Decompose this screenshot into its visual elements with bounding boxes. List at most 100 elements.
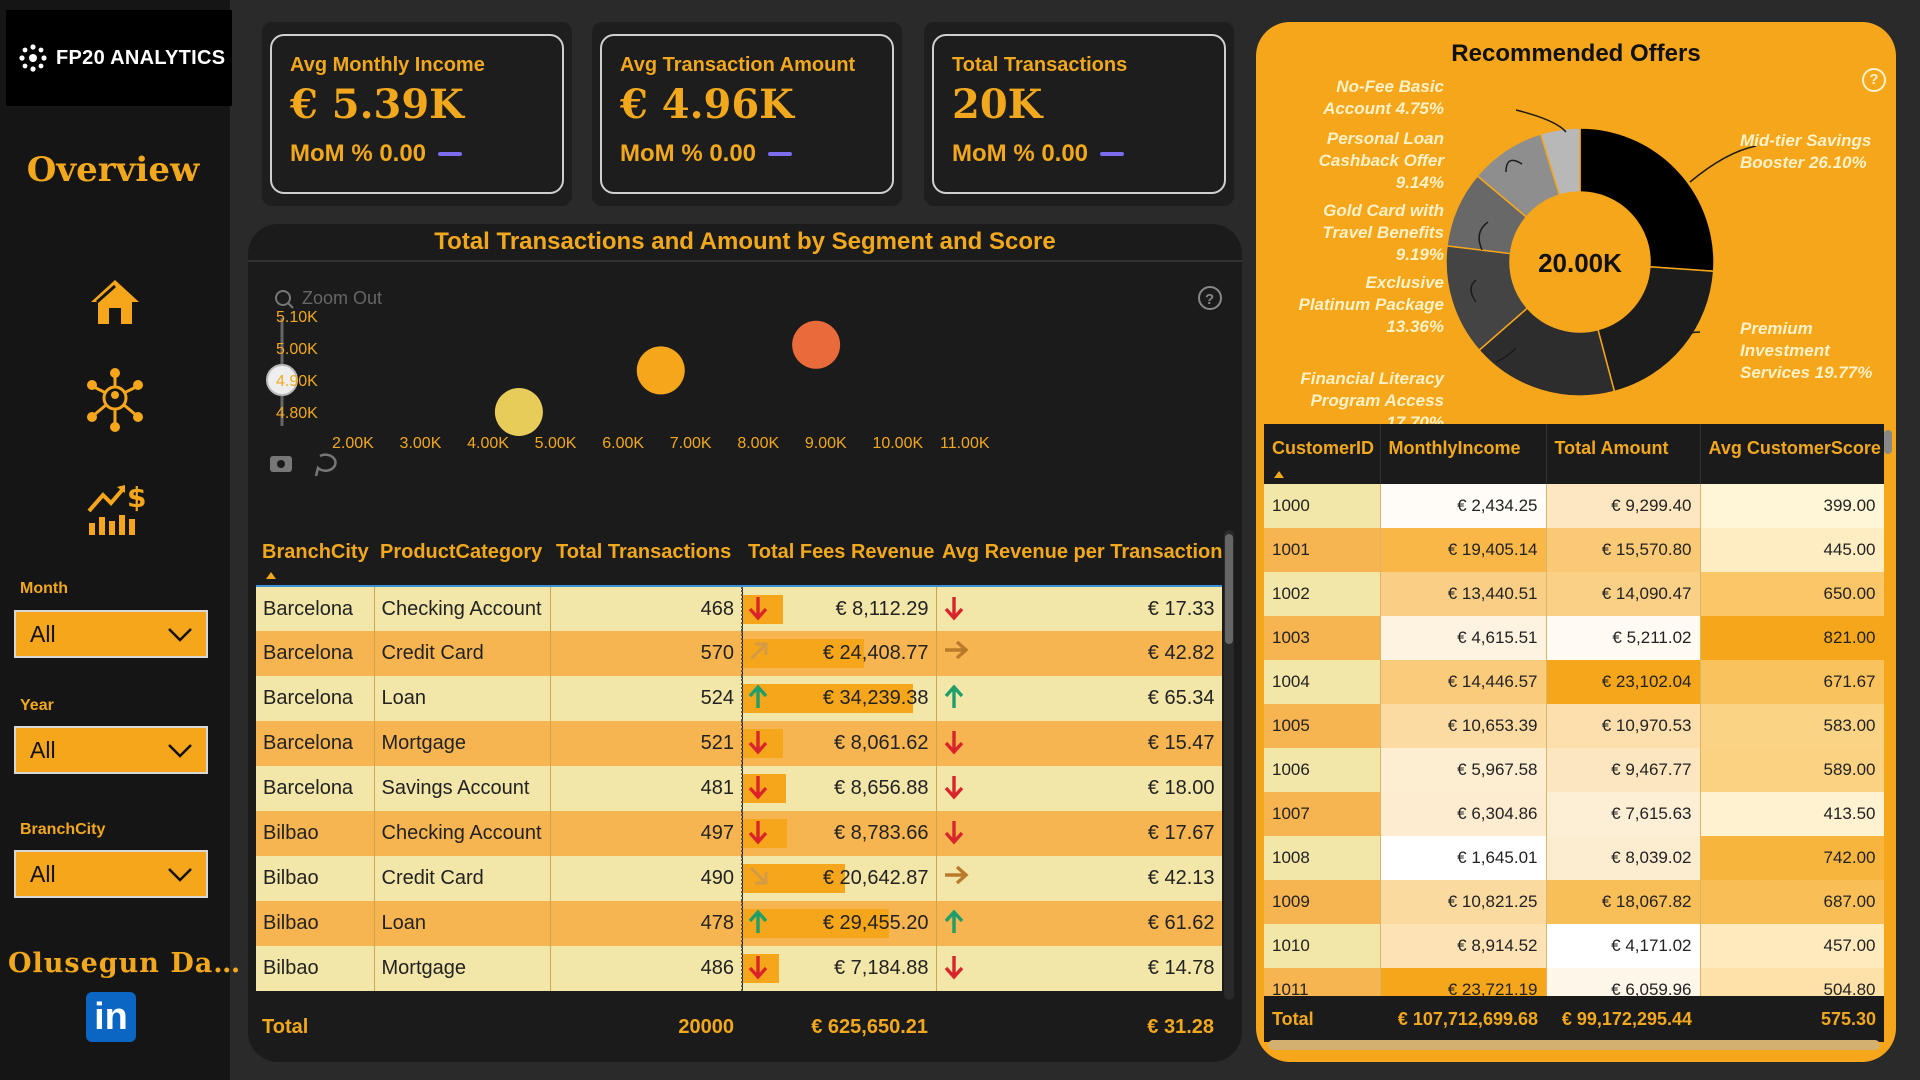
help-icon[interactable]: ?: [1862, 68, 1886, 92]
scatter-chart[interactable]: Zoom Out 5.10K 5.00K 4.90K 4.80K 2.00K 3.00K…: [258, 276, 1232, 506]
cell-total-fees: € 20,642.87: [741, 856, 937, 901]
donut-slice[interactable]: [1539, 127, 1581, 197]
table-row[interactable]: 1003 € 4,615.51 € 5,211.02 821.00: [1264, 616, 1884, 660]
divider: [248, 260, 1242, 262]
zoom-slider-handle[interactable]: [266, 364, 298, 396]
scrollbar-thumb[interactable]: [1225, 534, 1233, 644]
cell-total-amount: € 10,970.53: [1546, 704, 1701, 748]
column-header-total-transactions[interactable]: Total Transactions: [550, 530, 742, 587]
table-row[interactable]: Barcelona Savings Account 481 € 8,656.88 € 1…: [256, 766, 1222, 811]
table-row[interactable]: 1001 € 19,405.14 € 15,570.80 445.00: [1264, 528, 1884, 572]
offer-label-gold: Gold Card with Travel Benefits 9.19%: [1322, 201, 1444, 264]
nav-network[interactable]: [75, 360, 155, 440]
cell-monthlyincome: € 14,446.57: [1380, 660, 1547, 704]
table-row[interactable]: Bilbao Checking Account 497 € 8,783.66 € 17.…: [256, 811, 1222, 856]
cell-monthlyincome: € 2,434.25: [1380, 484, 1547, 528]
cell-total-transactions: 478: [550, 901, 743, 946]
table-row[interactable]: 1005 € 10,653.39 € 10,970.53 583.00: [1264, 704, 1884, 748]
cell-productcategory: Credit Card: [374, 856, 551, 901]
table-scrollbar[interactable]: [1224, 530, 1234, 1000]
trend-flat-icon: [768, 152, 793, 156]
column-header-avg-revenue[interactable]: Avg Revenue per Transaction: [936, 530, 1222, 587]
table-row[interactable]: 1007 € 6,304.86 € 7,615.63 413.50: [1264, 792, 1884, 836]
cell-productcategory: Checking Account: [374, 586, 551, 631]
nav-finance[interactable]: $: [75, 466, 155, 546]
zoom-out-label[interactable]: Zoom Out: [302, 288, 382, 308]
table-row[interactable]: 1009 € 10,821.25 € 18,067.82 687.00: [1264, 880, 1884, 924]
x-tick-label: 10.00K: [872, 435, 923, 452]
cell-productcategory: Loan: [374, 901, 551, 946]
column-header-monthlyincome[interactable]: MonthlyIncome: [1380, 424, 1547, 484]
cell-total-amount: € 4,171.02: [1546, 924, 1701, 968]
table-row[interactable]: Bilbao Mortgage 486 € 7,184.88 € 14.78: [256, 946, 1222, 991]
cell-avg-customerscore: 687.00: [1700, 880, 1884, 924]
cell-branchcity: Barcelona: [256, 766, 375, 811]
x-tick-label: 7.00K: [670, 435, 712, 452]
customer-table-hscrollbar[interactable]: [1268, 1040, 1880, 1050]
sort-asc-icon: [1274, 471, 1284, 478]
table-row[interactable]: 1010 € 8,914.52 € 4,171.02 457.00: [1264, 924, 1884, 968]
cell-customerid: 1007: [1264, 792, 1381, 836]
cell-avg-revenue: € 17.67: [936, 811, 1222, 856]
table-row[interactable]: Bilbao Loan 478 € 29,455.20 € 61.62: [256, 901, 1222, 946]
table-row[interactable]: Barcelona Checking Account 468 € 8,112.29 € …: [256, 586, 1222, 631]
column-header-customerid[interactable]: CustomerID: [1264, 424, 1381, 484]
kpi-value: 20K: [952, 81, 1043, 128]
help-icon[interactable]: [1198, 286, 1222, 310]
cell-total-fees: € 29,455.20: [741, 901, 937, 946]
column-header-total-amount[interactable]: Total Amount: [1546, 424, 1701, 484]
column-header-productcategory[interactable]: ProductCategory: [374, 530, 550, 587]
lasso-icon[interactable]: [314, 453, 337, 477]
customer-table-scrollbar[interactable]: [1884, 426, 1892, 1026]
total-avg: € 31.28: [1147, 1015, 1214, 1038]
zoom-out-icon-handle: [287, 302, 294, 309]
cell-total-transactions: 481: [550, 766, 743, 811]
cell-customerid: 1010: [1264, 924, 1381, 968]
column-header-total-fees[interactable]: Total Fees Revenue: [742, 530, 936, 587]
year-dropdown[interactable]: All: [14, 726, 208, 774]
cell-branchcity: Bilbao: [256, 811, 375, 856]
trend-flat-icon: [1100, 152, 1125, 156]
cell-monthlyincome: € 1,645.01: [1380, 836, 1547, 880]
kpi-title: Total Transactions: [952, 54, 1128, 76]
screenshot-icon[interactable]: [270, 456, 292, 472]
cell-branchcity: Barcelona: [256, 721, 375, 766]
cell-branchcity: Bilbao: [256, 946, 375, 991]
column-header-branchcity[interactable]: BranchCity: [256, 530, 374, 587]
scatter-point[interactable]: [494, 388, 543, 436]
table-row[interactable]: Barcelona Mortgage 521 € 8,061.62 € 15.47: [256, 721, 1222, 766]
scrollbar-thumb[interactable]: [1884, 430, 1892, 454]
logo: FP20 ANALYTICS: [6, 10, 232, 106]
cell-total-fees: € 8,112.29: [741, 586, 937, 631]
x-tick-label: 5.00K: [535, 435, 577, 452]
table-row[interactable]: 1004 € 14,446.57 € 23,102.04 671.67: [1264, 660, 1884, 704]
cell-customerid: 1004: [1264, 660, 1381, 704]
cell-customerid: 1009: [1264, 880, 1381, 924]
cell-customerid: 1000: [1264, 484, 1381, 528]
zoom-out-icon[interactable]: [275, 290, 291, 306]
donut-slice[interactable]: [1597, 266, 1715, 393]
month-label: Month: [20, 580, 68, 597]
cell-avg-customerscore: 589.00: [1700, 748, 1884, 792]
table-row[interactable]: 1002 € 13,440.51 € 14,090.47 650.00: [1264, 572, 1884, 616]
scatter-point[interactable]: [792, 320, 841, 369]
table-row[interactable]: Bilbao Credit Card 490 € 20,642.87 € 42.13: [256, 856, 1222, 901]
cell-branchcity: Barcelona: [256, 586, 375, 631]
donut-slice[interactable]: [1579, 127, 1715, 273]
cell-monthlyincome: € 10,821.25: [1380, 880, 1547, 924]
linkedin-icon[interactable]: in: [86, 992, 136, 1042]
trend-down-icon: [943, 819, 965, 851]
table-row[interactable]: 1006 € 5,967.58 € 9,467.77 589.00: [1264, 748, 1884, 792]
cell-customerid: 1008: [1264, 836, 1381, 880]
scatter-point[interactable]: [636, 346, 685, 395]
month-dropdown[interactable]: All: [14, 610, 208, 658]
nav-home[interactable]: [75, 262, 155, 342]
branchcity-dropdown[interactable]: All: [14, 850, 208, 898]
offers-donut[interactable]: 20.00K No-Fee Basic Account 4.75% Persona…: [1256, 62, 1896, 432]
table-row[interactable]: Barcelona Credit Card 570 € 24,408.77 € 42.8…: [256, 631, 1222, 676]
column-header-avg-customerscore[interactable]: Avg CustomerScore: [1700, 424, 1884, 484]
table-row[interactable]: 1008 € 1,645.01 € 8,039.02 742.00: [1264, 836, 1884, 880]
table-row[interactable]: 1000 € 2,434.25 € 9,299.40 399.00: [1264, 484, 1884, 528]
table-row[interactable]: Barcelona Loan 524 € 34,239.38 € 65.34: [256, 676, 1222, 721]
cell-total-transactions: 497: [550, 811, 743, 856]
